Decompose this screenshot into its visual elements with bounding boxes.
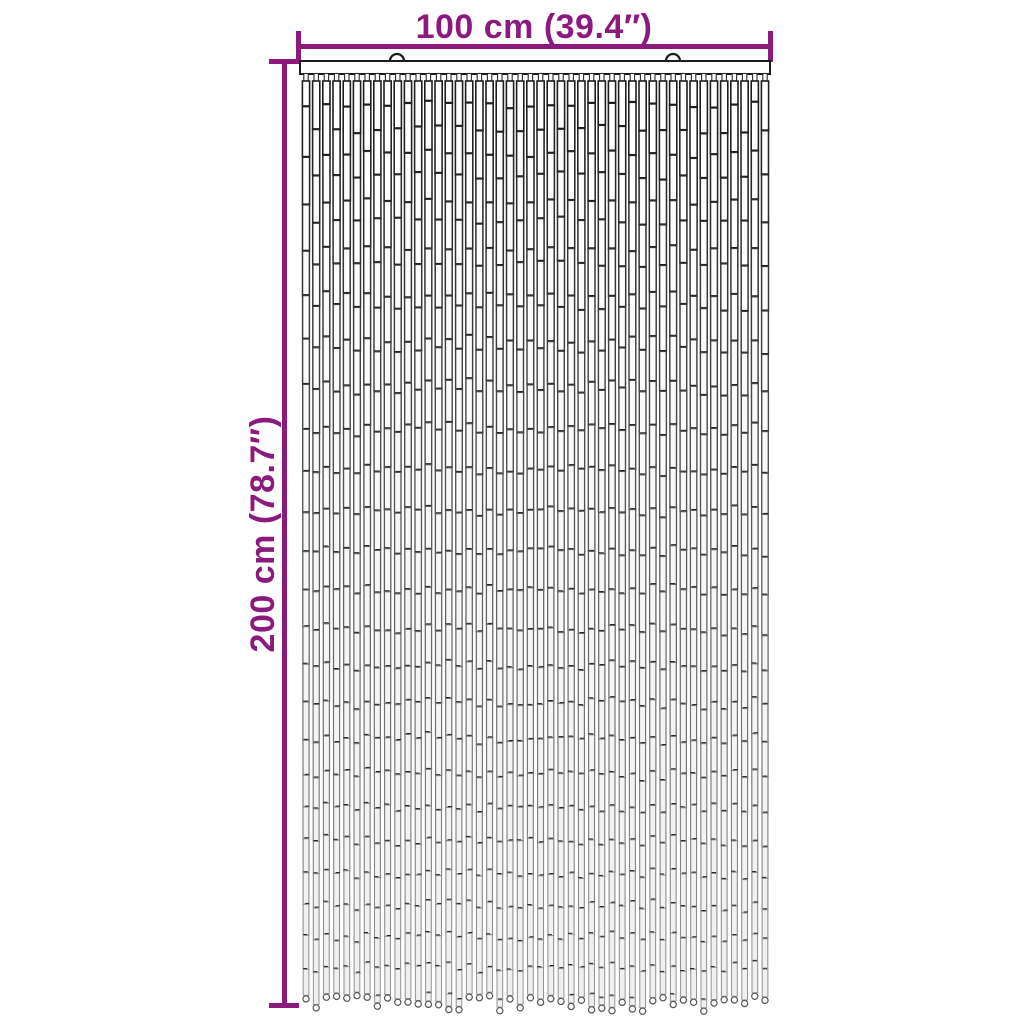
width-dimension-line [296,44,773,49]
height-dimension-tick-top [269,59,299,64]
width-dimension: 100 cm (39.4″) [296,8,773,62]
width-dimension-tick-left [296,31,301,62]
width-dimension-label: 100 cm (39.4″) [416,8,653,46]
height-dimension-line [282,59,287,1008]
rail-hook-right-icon [664,52,682,62]
bead-strands [301,72,770,1016]
rail-hook-left-icon [388,52,406,62]
width-dimension-tick-right [768,31,773,62]
height-dimension: 200 cm (78.7″) [244,59,299,1008]
height-dimension-label: 200 cm (78.7″) [244,416,282,653]
height-dimension-tick-bottom [269,1003,299,1008]
curtain [299,52,771,1016]
curtain-rail [299,60,771,75]
